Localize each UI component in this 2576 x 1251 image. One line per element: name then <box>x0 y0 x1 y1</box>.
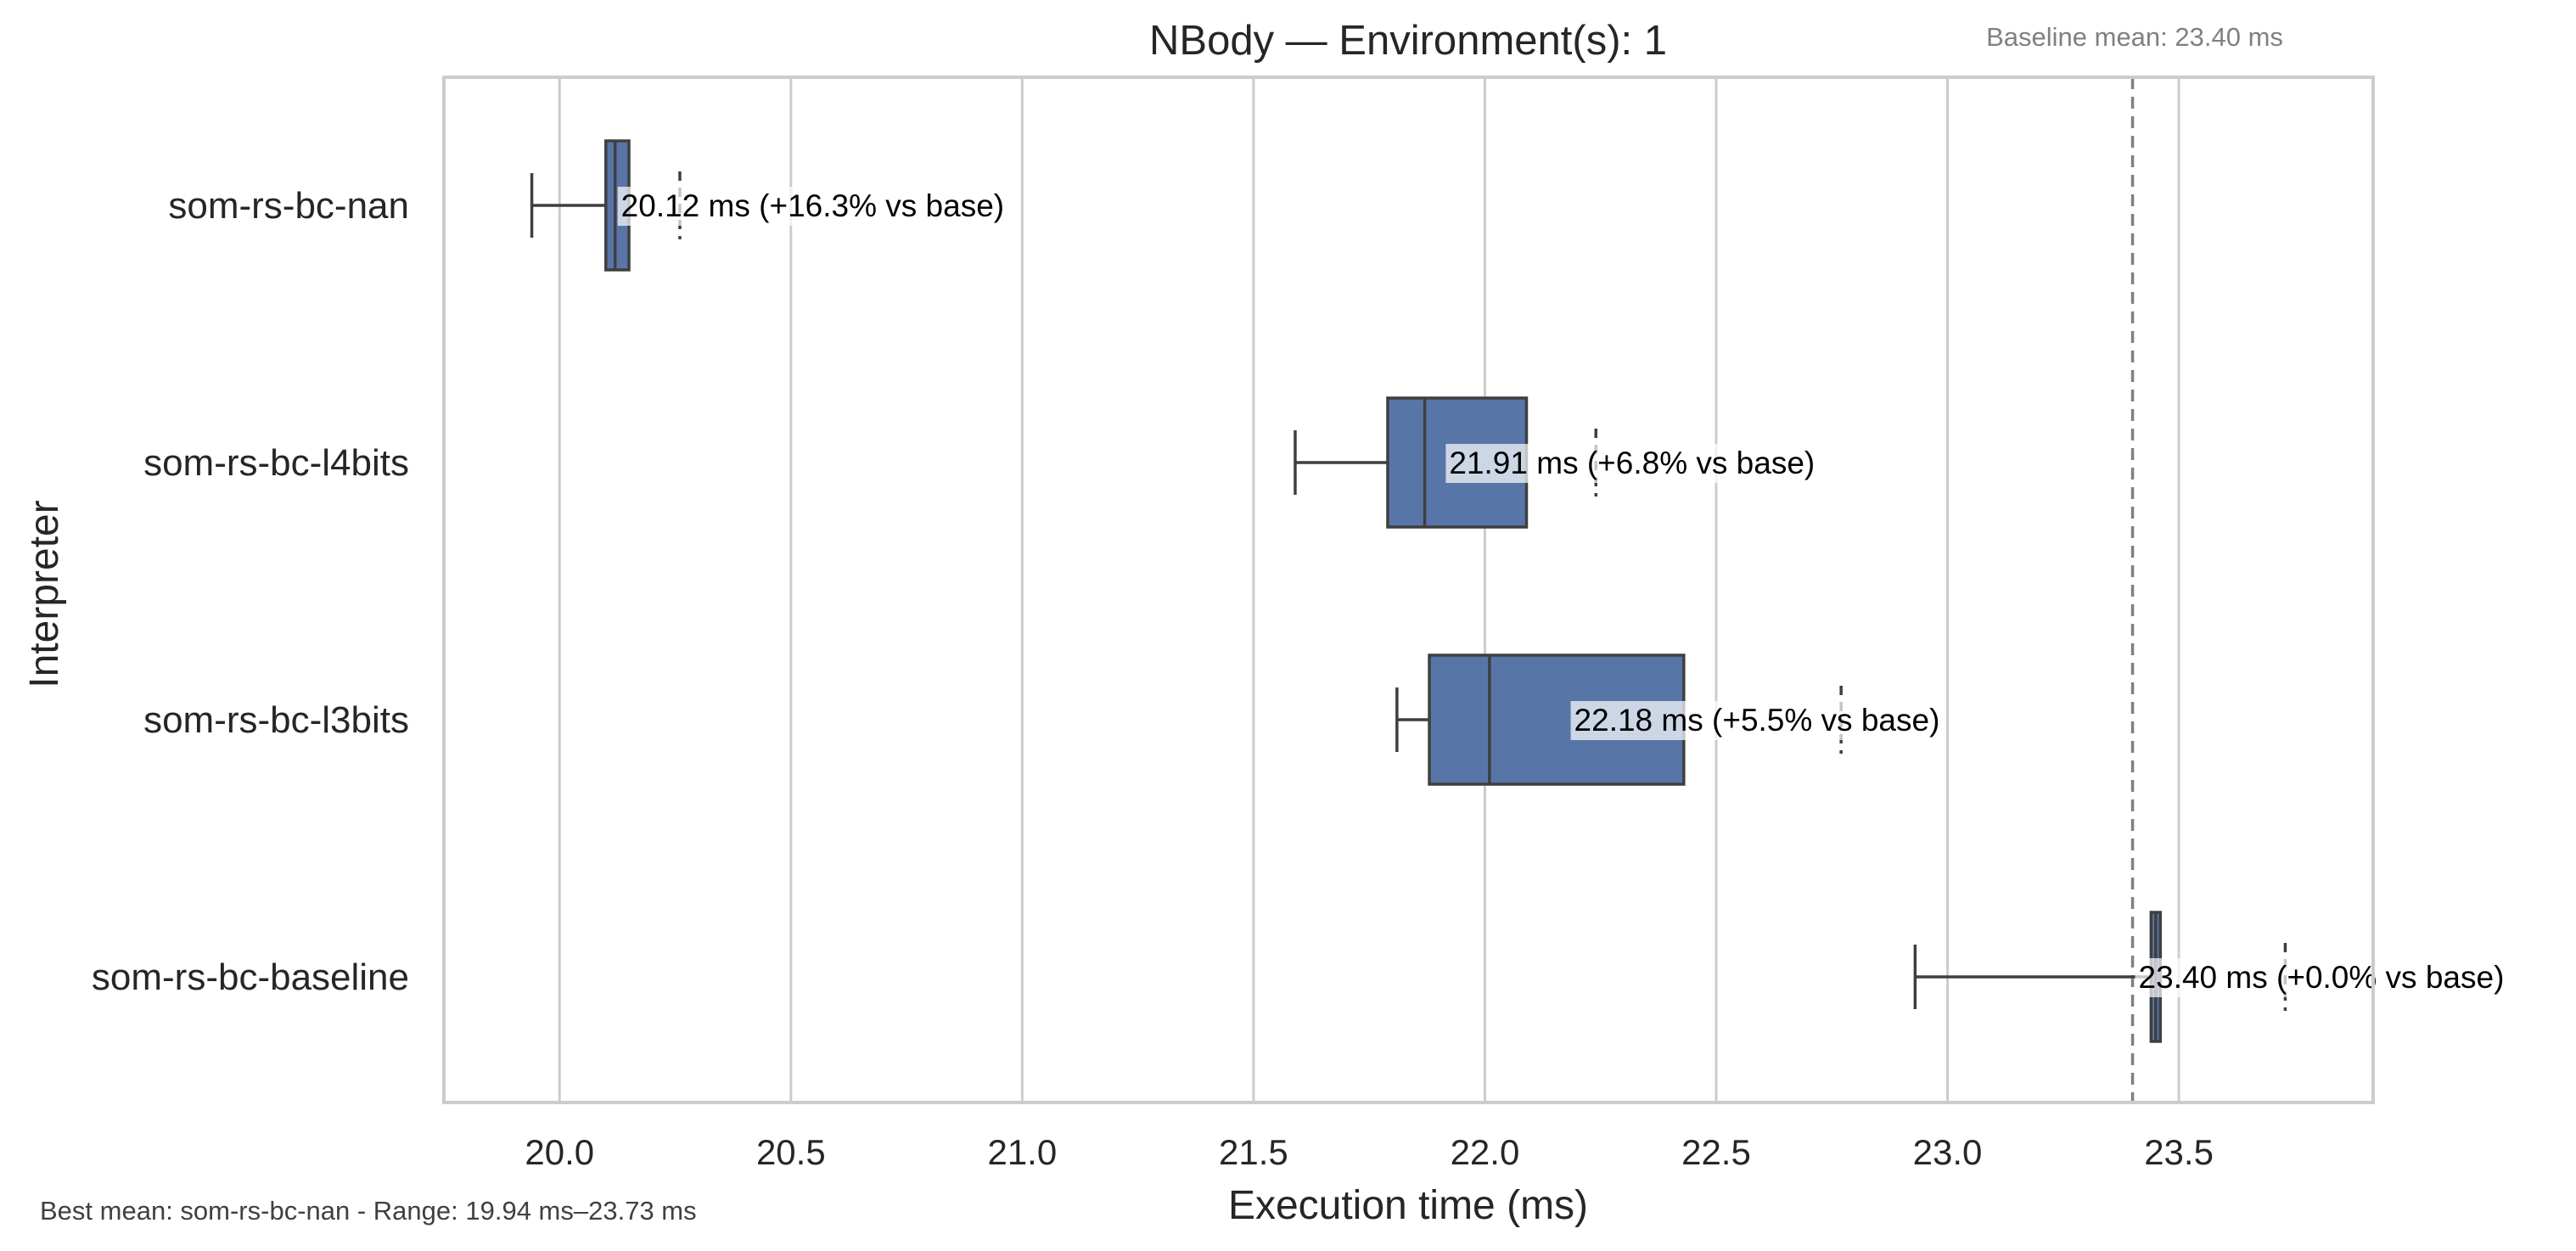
chart-title: NBody — Environment(s): 1 <box>1149 18 1667 64</box>
y-category-labels: som-rs-bc-nan som-rs-bc-l4bits som-rs-bc-l… <box>92 185 409 998</box>
annotation-background <box>1445 444 1819 483</box>
x-tick-label: 20.0 <box>525 1132 594 1172</box>
y-category-label: som-rs-bc-baseline <box>92 956 409 998</box>
x-tick-label: 21.0 <box>987 1132 1057 1172</box>
y-axis-title: Interpreter <box>22 500 67 687</box>
y-category-label: som-rs-bc-l3bits <box>143 699 409 741</box>
mean-annotation: 21.91 ms (+6.8% vs base) <box>1449 446 1815 480</box>
mean-annotation: 20.12 ms (+16.3% vs base) <box>621 188 1004 223</box>
plot-frame <box>442 76 2375 1104</box>
x-tick-label: 22.5 <box>1681 1132 1751 1172</box>
mean-annotation: 22.18 ms (+5.5% vs base) <box>1574 703 1940 738</box>
y-category-label: som-rs-bc-l4bits <box>143 442 409 484</box>
box-layer <box>530 139 2163 1043</box>
annotation-background <box>617 187 1008 226</box>
baseline-label: Baseline mean: 23.40 ms <box>1986 22 2283 52</box>
grid-layer <box>558 77 2180 1102</box>
box-group <box>1913 911 2163 1043</box>
x-tick-label: 23.5 <box>2144 1132 2214 1172</box>
annotation-background <box>1570 701 1944 740</box>
annotation-layer: 20.12 ms (+16.3% vs base) 21.91 ms (+6.8%… <box>617 171 2508 1011</box>
x-tick-label: 21.5 <box>1219 1132 1288 1172</box>
x-tick-labels: 20.0 20.5 21.0 21.5 22.0 22.5 23.0 23.5 <box>525 1132 2214 1172</box>
x-tick-label: 23.0 <box>1913 1132 1983 1172</box>
x-tick-label: 20.5 <box>756 1132 826 1172</box>
mean-annotation: 23.40 ms (+0.0% vs base) <box>2139 960 2505 995</box>
x-tick-label: 22.0 <box>1451 1132 1520 1172</box>
x-axis-title: Execution time (ms) <box>1228 1183 1588 1228</box>
y-category-label: som-rs-bc-nan <box>168 185 409 227</box>
annotation-background <box>2135 958 2508 997</box>
footer-note: Best mean: som-rs-bc-nan - Range: 19.94 … <box>40 1196 697 1226</box>
box-group <box>530 139 631 272</box>
